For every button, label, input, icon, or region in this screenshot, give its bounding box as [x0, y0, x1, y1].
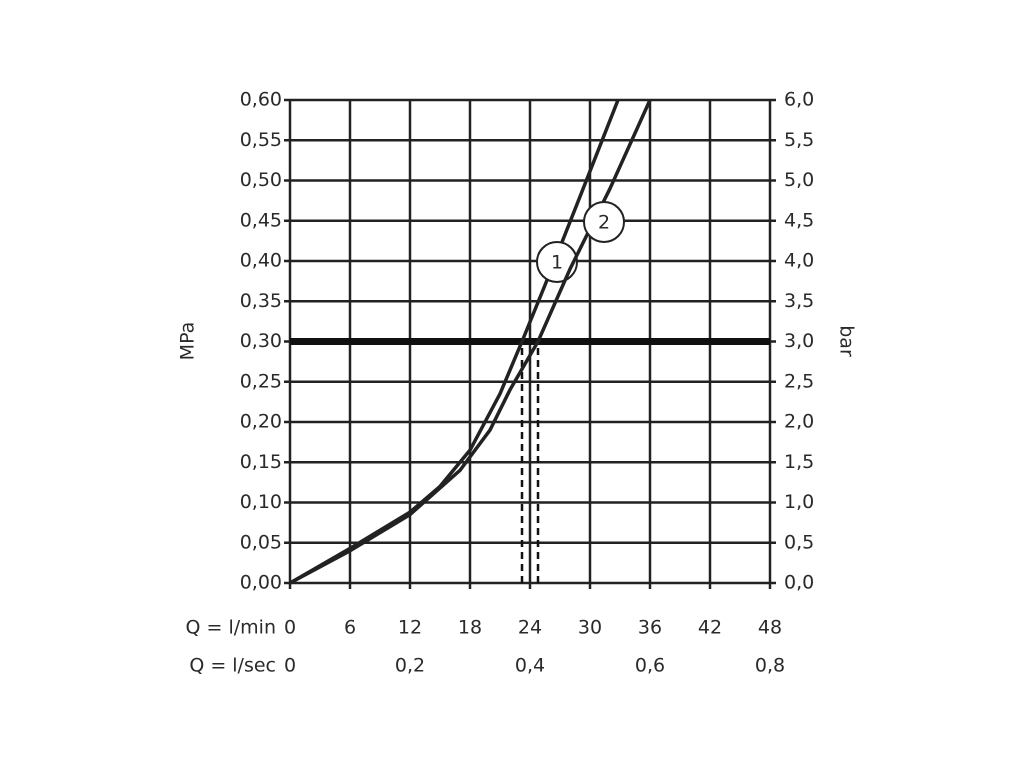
y2-tick-label: 3,0: [784, 330, 814, 352]
y2-tick-label: 0,0: [784, 572, 814, 594]
x-tick-label: 48: [758, 617, 782, 639]
y2-tick-label: 5,5: [784, 129, 814, 151]
y-tick-label: 0,00: [240, 572, 282, 594]
x-tick-label: 12: [398, 617, 422, 639]
y-tick-label: 0,55: [240, 129, 282, 151]
x-tick-label: 36: [638, 617, 662, 639]
x-tick-label: 42: [698, 617, 722, 639]
y-tick-label: 0,45: [240, 209, 282, 231]
x2-tick-label: 0,6: [635, 655, 665, 677]
y2-tick-label: 3,5: [784, 290, 814, 312]
x2-tick-label: 0: [284, 655, 296, 677]
x-tick-label: 24: [518, 617, 542, 639]
y2-tick-label: 2,5: [784, 370, 814, 392]
y-tick-label: 0,25: [240, 370, 282, 392]
x2-tick-label: 0,2: [395, 655, 425, 677]
x2-tick-label: 0,8: [755, 655, 785, 677]
y2-tick-label: 1,0: [784, 491, 814, 513]
series-label: 1: [551, 252, 563, 274]
y-tick-label: 0,60: [240, 89, 282, 111]
y-tick-label: 0,20: [240, 411, 282, 433]
y2-tick-label: 5,0: [784, 169, 814, 191]
x2-axis-label: Q = l/sec: [189, 655, 276, 677]
y2-axis-label: bar: [836, 325, 858, 357]
y-tick-label: 0,40: [240, 250, 282, 272]
y2-tick-label: 4,5: [784, 209, 814, 231]
line-series: [289, 99, 620, 585]
y2-tick-label: 2,0: [784, 411, 814, 433]
series-label-circle: [583, 201, 625, 243]
x-tick-label: 18: [458, 617, 482, 639]
y-tick-label: 0,35: [240, 290, 282, 312]
x-axis-label: Q = l/min: [186, 617, 276, 639]
y-tick-label: 0,50: [240, 169, 282, 191]
x-tick-label: 30: [578, 617, 602, 639]
y-tick-label: 0,30: [240, 330, 282, 352]
x2-tick-label: 0,4: [515, 655, 545, 677]
series-label: 2: [598, 212, 610, 234]
x-tick-label: 0: [284, 617, 296, 639]
y2-tick-label: 4,0: [784, 250, 814, 272]
y2-tick-label: 6,0: [784, 89, 814, 111]
y-tick-label: 0,10: [240, 491, 282, 513]
y-axis-label: MPa: [177, 322, 199, 361]
y2-tick-label: 0,5: [784, 531, 814, 553]
y-tick-label: 0,05: [240, 531, 282, 553]
y2-tick-label: 1,5: [784, 451, 814, 473]
y-tick-label: 0,15: [240, 451, 282, 473]
x-tick-label: 6: [344, 617, 356, 639]
